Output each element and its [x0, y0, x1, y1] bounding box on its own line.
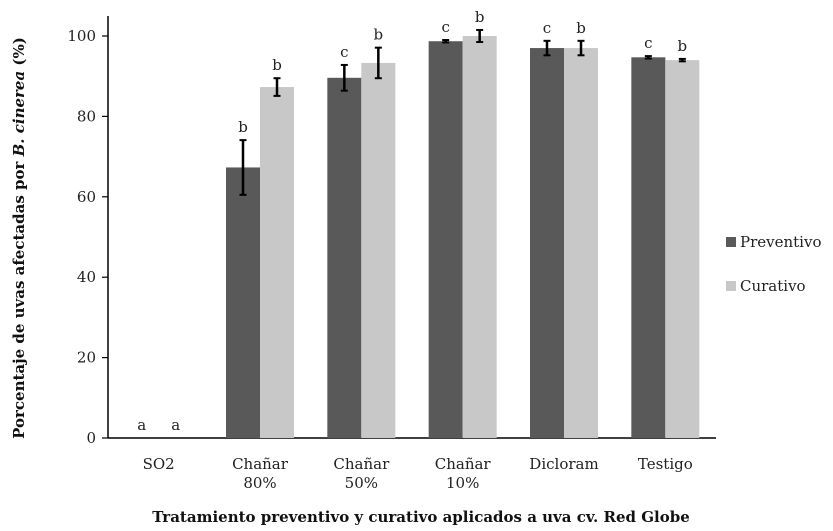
bar-curativo [564, 48, 598, 439]
bar-preventivo [530, 48, 564, 439]
y-axis-title-group: Porcentaje de uvas afectadas por B. cine… [10, 37, 28, 439]
y-axis: 0 20 40 60 80 100 [67, 16, 109, 447]
bar-preventivo [428, 41, 463, 438]
y-tick-label: 20 [77, 349, 96, 367]
x-tick-label: SO2 [143, 455, 175, 473]
significance-letter: c [340, 43, 348, 61]
legend: Preventivo Curativo [726, 233, 821, 295]
bar-preventivo [631, 57, 666, 438]
x-tick-label: Chañar 50% [333, 455, 390, 492]
y-tick-label: 40 [77, 268, 96, 286]
y-axis-title-part: Porcentaje de uvas afectadas por [10, 156, 28, 438]
x-tick-label-line: Chañar [333, 455, 390, 473]
y-tick-label: 60 [77, 188, 96, 206]
legend-label: Preventivo [740, 233, 821, 251]
x-tick-label-line: 10% [446, 474, 479, 492]
significance-letter: b [678, 37, 688, 55]
significance-letter: a [137, 416, 146, 434]
x-axis: SO2 Chañar 80%Chañar 50%Chañar 10%Dicloram Te… [108, 437, 716, 492]
y-tick-label: 100 [67, 27, 96, 45]
x-tick-label-line: Chañar [435, 455, 492, 473]
significance-letter: c [644, 34, 652, 52]
bar-curativo [260, 87, 294, 438]
significance-letter: b [272, 56, 282, 74]
bars-layer: a a b b c b c b c b c b [137, 8, 700, 439]
significance-letter: b [576, 19, 586, 37]
y-axis-title-part: (%) [10, 37, 28, 71]
bar-curativo [361, 62, 396, 439]
significance-letter: a [171, 416, 180, 434]
x-tick-label: Dicloram [529, 455, 598, 473]
x-tick-label-line: Testigo [638, 455, 693, 473]
legend-swatch [726, 237, 736, 247]
y-tick-label: 0 [86, 429, 96, 447]
significance-letter: b [374, 26, 384, 44]
significance-letter: b [238, 118, 248, 136]
significance-letter: c [441, 18, 449, 36]
x-tick-label-line: Chañar [232, 455, 289, 473]
y-tick-label: 80 [77, 107, 96, 125]
legend-label: Curativo [740, 277, 806, 295]
x-tick-label: Chañar 80% [232, 455, 289, 492]
y-axis-title: Porcentaje de uvas afectadas por B. cine… [10, 37, 28, 439]
significance-letter: c [543, 19, 551, 37]
significance-letter: b [475, 8, 485, 26]
bar-curativo [462, 36, 497, 438]
y-axis-title-part: B. cinerea [10, 71, 28, 158]
x-axis-title: Tratamiento preventivo y curativo aplica… [152, 508, 690, 526]
x-tick-label-line: 80% [243, 474, 276, 492]
legend-swatch [726, 281, 736, 291]
x-tick-label-line: Dicloram [529, 455, 598, 473]
bar-preventivo [327, 77, 362, 439]
x-tick-label-line: 50% [345, 474, 378, 492]
bar-preventivo [226, 167, 260, 439]
bar-curativo [665, 60, 700, 439]
x-tick-label: Testigo [638, 455, 693, 473]
x-tick-label-line: SO2 [143, 455, 175, 473]
x-tick-label: Chañar 10% [435, 455, 492, 492]
